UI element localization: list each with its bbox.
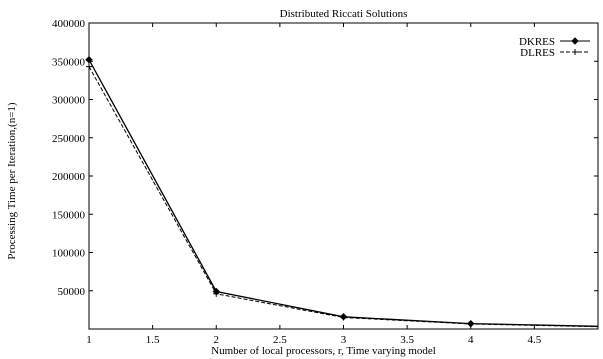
y-axis-ticks: 50000 100000 150000 200000 250000 300000 35000… (52, 18, 598, 298)
data-point-dlres (467, 321, 474, 328)
y-tick-label: 300000 (52, 95, 86, 107)
series-layer (85, 56, 599, 328)
data-point-dlres (340, 314, 347, 321)
y-tick-label: 350000 (52, 56, 86, 68)
chart-title: Distributed Riccati Solutions (280, 8, 408, 20)
x-tick-label: 1.5 (146, 334, 160, 346)
plot-frame (88, 22, 599, 330)
series-line-dlres (88, 66, 599, 328)
y-axis-label: Processing Time per Iteration,(n=1) (6, 102, 18, 259)
x-tick-label: 3 (341, 334, 347, 346)
x-axis-label: Number of local processors, r, Time vary… (211, 345, 436, 357)
x-tick-label: 2 (214, 334, 220, 346)
y-tick-label: 100000 (52, 248, 86, 260)
legend-label-dlres: DLRES (520, 47, 555, 59)
data-point-dkres (85, 56, 93, 64)
x-tick-label: 1 (86, 334, 92, 346)
legend-label-dkres: DKRES (519, 36, 555, 48)
data-point-dlres (213, 290, 220, 297)
x-axis-ticks: 1 1.5 2 2.5 3 3.5 4 4.5 (86, 23, 542, 346)
legend-marker-dkres (571, 37, 579, 45)
x-tick-label: 3.5 (400, 334, 414, 346)
x-tick-label: 4 (468, 334, 474, 346)
y-tick-label: 150000 (52, 209, 86, 221)
x-tick-label: 2.5 (273, 334, 287, 346)
y-tick-label: 200000 (52, 171, 86, 183)
data-point-dlres (86, 63, 92, 70)
legend-marker-dlres (572, 49, 578, 55)
y-tick-label: 400000 (52, 18, 86, 30)
y-tick-label: 250000 (52, 133, 86, 145)
series-line-dkres (88, 59, 599, 327)
x-tick-label: 4.5 (528, 334, 542, 346)
y-tick-label: 50000 (58, 286, 86, 298)
